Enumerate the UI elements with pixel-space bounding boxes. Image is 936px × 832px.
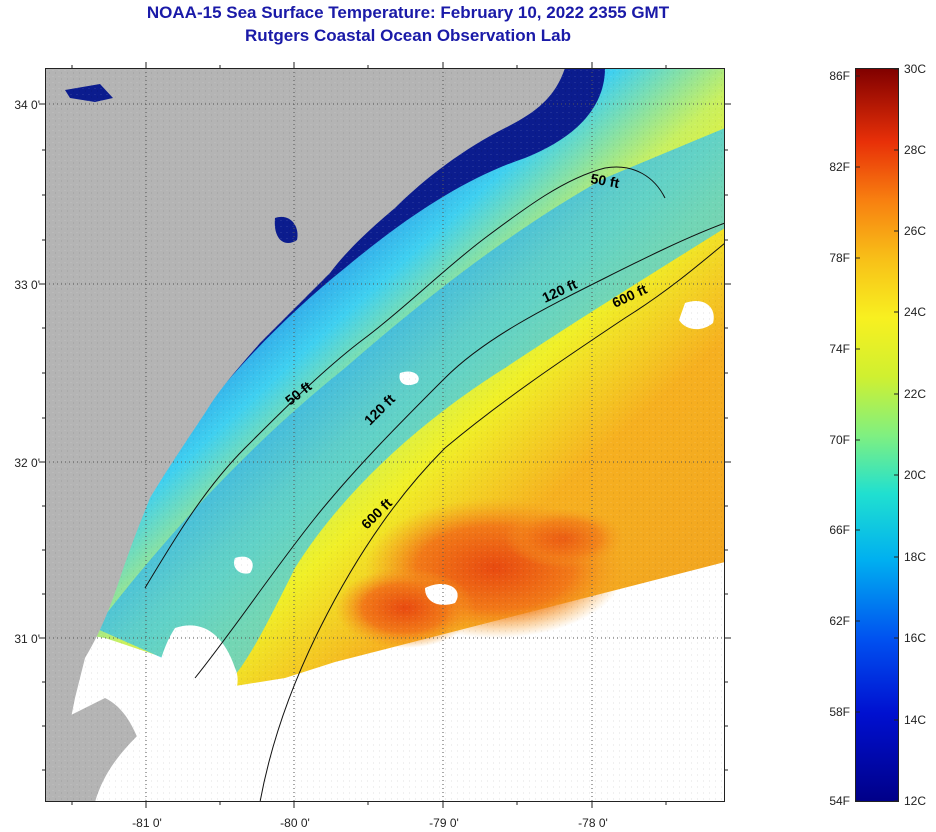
colorbar-c-26: 26C xyxy=(904,224,927,238)
colorbar-f-66: 66F xyxy=(829,523,850,537)
colorbar-gradient xyxy=(855,68,899,802)
colorbar-c-24: 24C xyxy=(904,305,927,319)
colorbar-c-16: 16C xyxy=(904,631,927,645)
contour-50ft xyxy=(144,166,666,589)
lon-label-80: -80 0' xyxy=(280,816,310,830)
colorbar-c-30: 30C xyxy=(904,62,927,76)
colorbar-f-54: 54F xyxy=(829,794,850,808)
lon-label-79: -79 0' xyxy=(429,816,459,830)
map-title: NOAA-15 Sea Surface Temperature: Februar… xyxy=(146,3,670,22)
map-subtitle: Rutgers Coastal Ocean Observation Lab xyxy=(245,26,571,45)
contour-label-50-north: 50 ft xyxy=(589,170,620,191)
texture-overlay xyxy=(45,68,725,802)
colorbar-c-28: 28C xyxy=(904,143,927,157)
colorbar-c-18: 18C xyxy=(904,550,927,564)
colorbar xyxy=(855,68,899,802)
graticule xyxy=(45,68,725,802)
colorbar-f-82: 82F xyxy=(829,160,850,174)
colorbar-f-78: 78F xyxy=(829,251,850,265)
contour-600ft xyxy=(259,242,725,802)
colorbar-f-62: 62F xyxy=(829,614,850,628)
lat-label-31: 31 0' xyxy=(14,632,40,646)
sst-map-svg: 50 ft 50 ft 120 ft 120 ft 600 ft 600 ft xyxy=(45,68,725,802)
map-frame xyxy=(45,68,725,802)
lat-label-32: 32 0' xyxy=(14,456,40,470)
lon-label-81: -81 0' xyxy=(132,816,162,830)
sst-map[interactable]: 50 ft 50 ft 120 ft 120 ft 600 ft 600 ft xyxy=(45,68,725,802)
colorbar-svg xyxy=(855,68,899,802)
colorbar-c-20: 20C xyxy=(904,468,927,482)
colorbar-f-58: 58F xyxy=(829,705,850,719)
colorbar-c-22: 22C xyxy=(904,387,927,401)
lon-label-78: -78 0' xyxy=(578,816,608,830)
colorbar-c-14: 14C xyxy=(904,713,927,727)
colorbar-f-86: 86F xyxy=(829,69,850,83)
colorbar-f-70: 70F xyxy=(829,433,850,447)
contour-120ft xyxy=(194,222,725,679)
colorbar-f-74: 74F xyxy=(829,342,850,356)
colorbar-c-12: 12C xyxy=(904,794,927,808)
lat-label-34: 34 0' xyxy=(14,98,40,112)
lat-label-33: 33 0' xyxy=(14,278,40,292)
